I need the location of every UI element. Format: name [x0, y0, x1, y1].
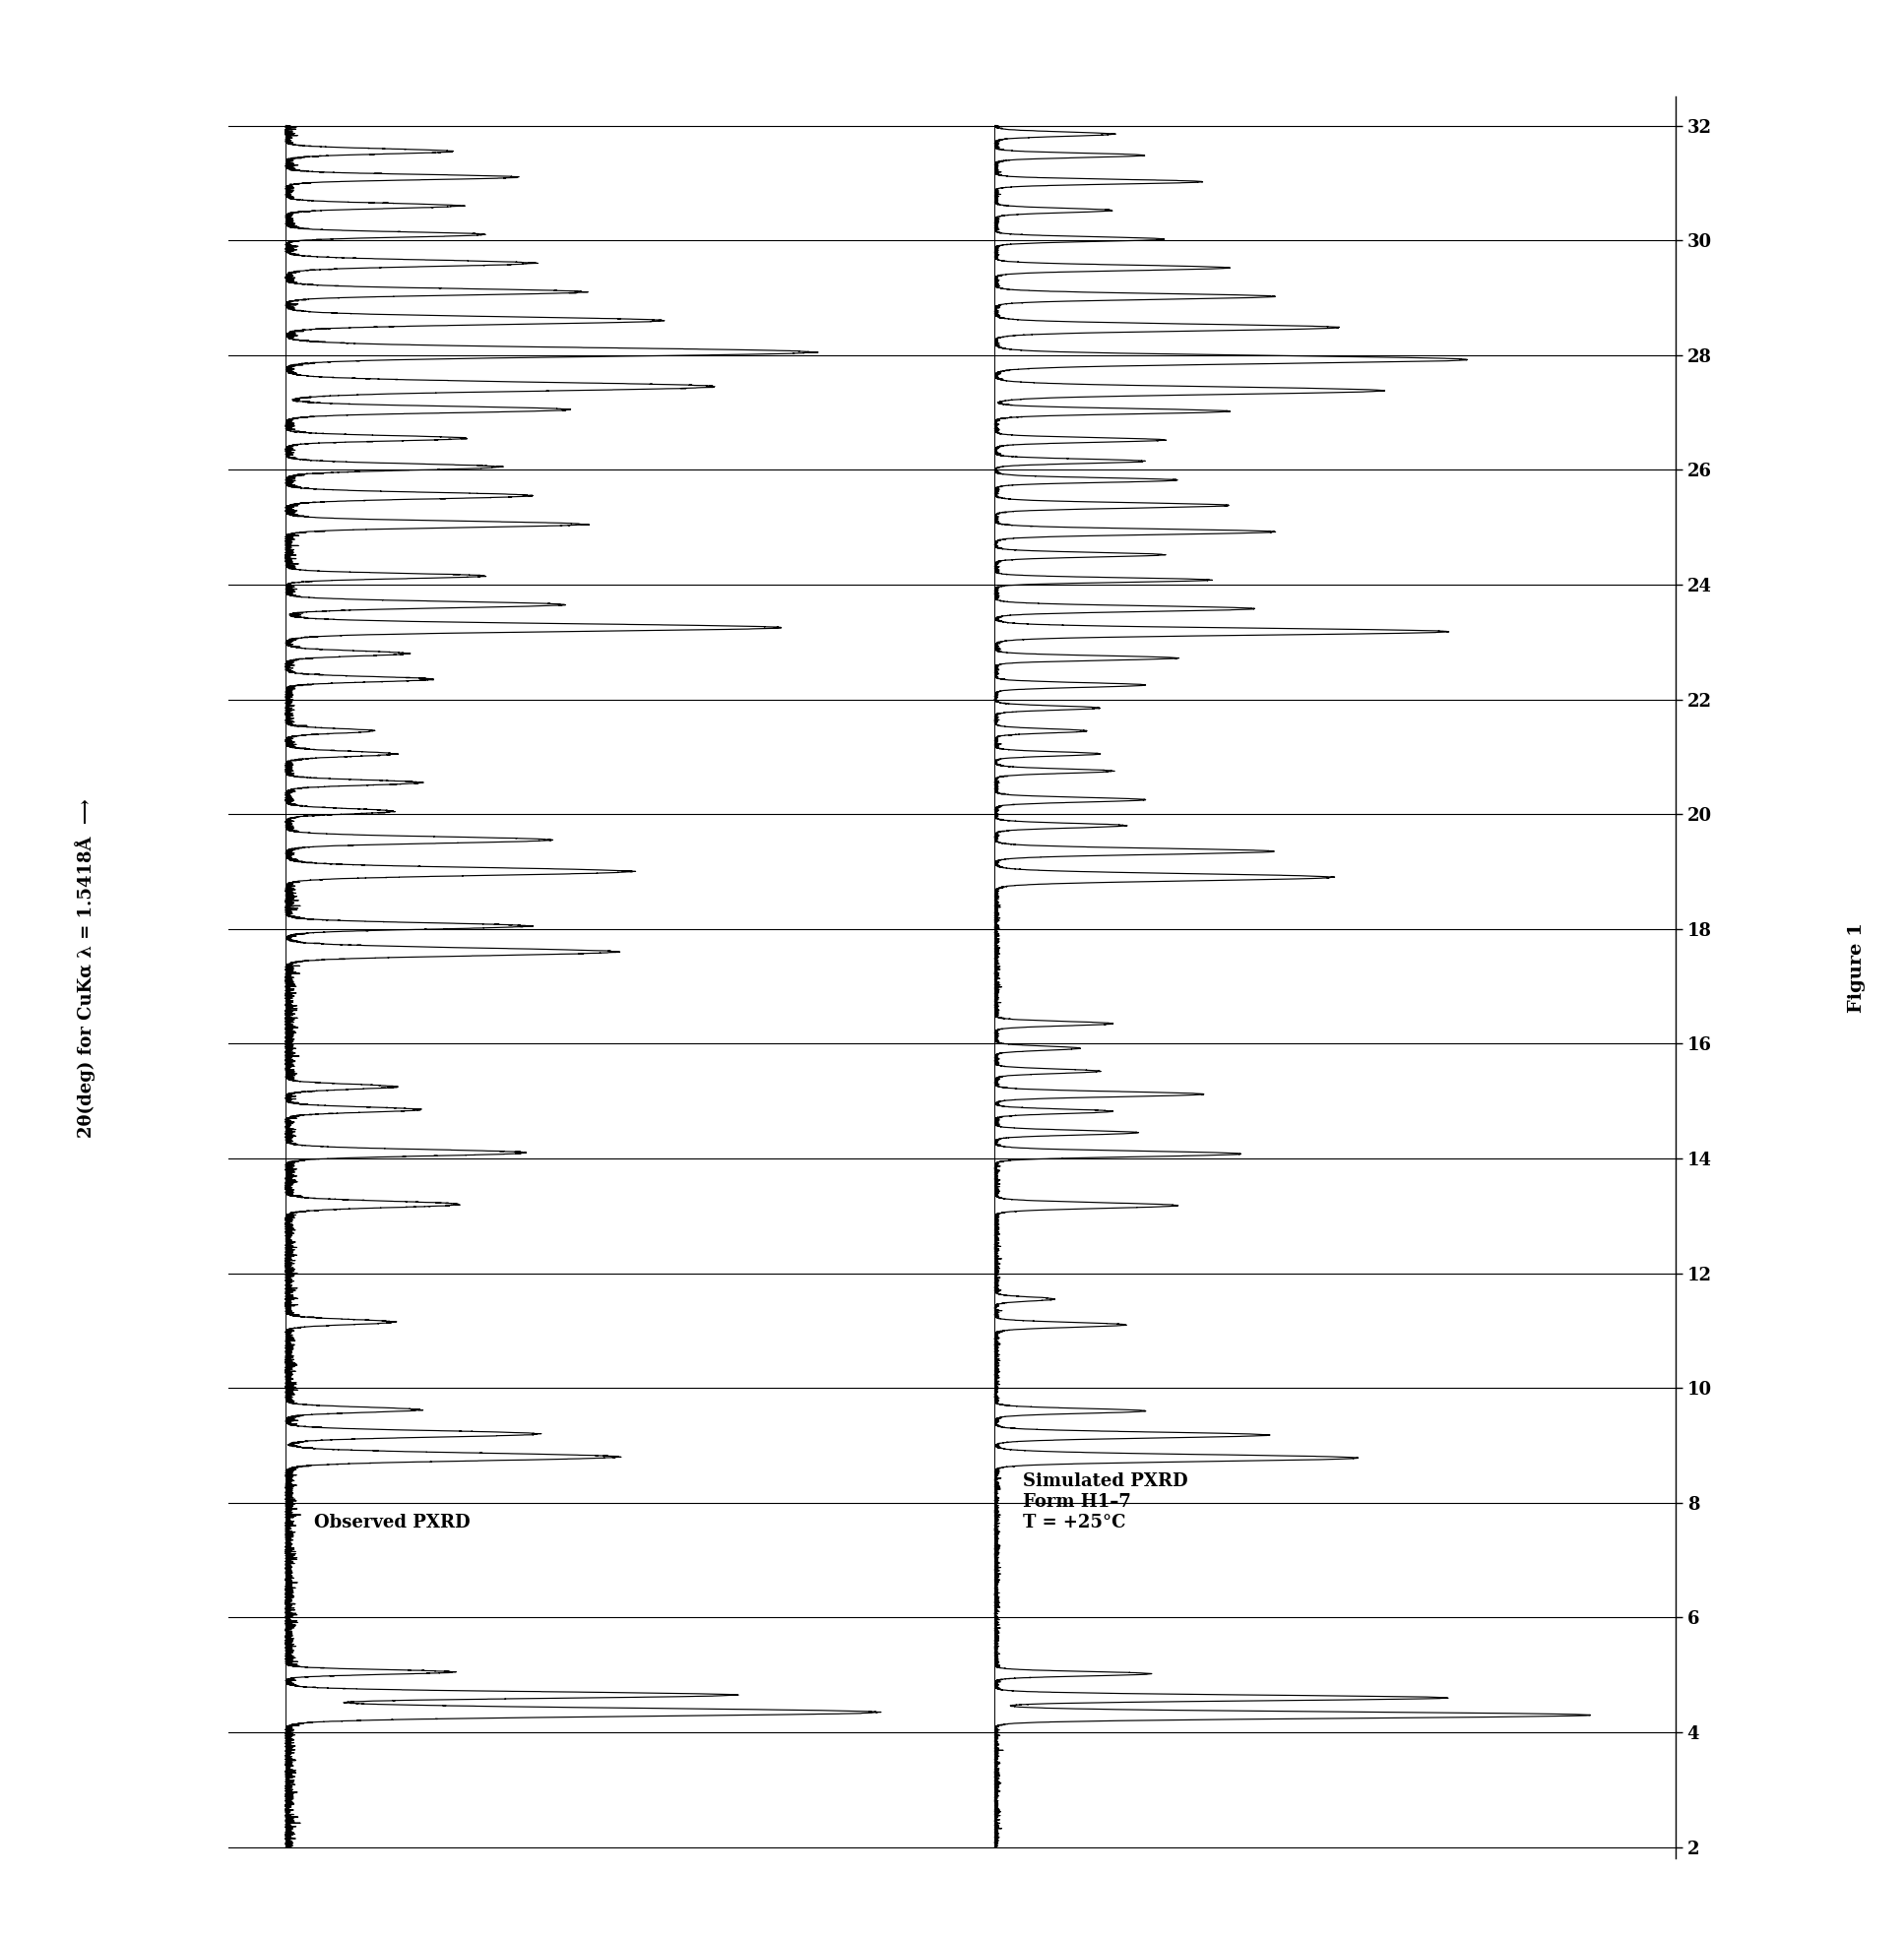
Text: Figure 1: Figure 1: [1847, 923, 1866, 1013]
Text: Observed PXRD: Observed PXRD: [314, 1514, 470, 1531]
Text: Simulated PXRD
Form H1–7
T = +25°C: Simulated PXRD Form H1–7 T = +25°C: [1022, 1473, 1188, 1531]
Text: 2θ(deg) for CuKα λ = 1.5418Å  ⟶: 2θ(deg) for CuKα λ = 1.5418Å ⟶: [76, 798, 95, 1138]
